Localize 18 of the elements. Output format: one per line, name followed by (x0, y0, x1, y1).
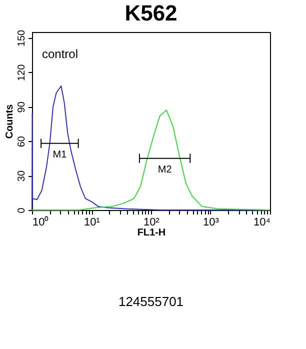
x-tick-label: 10¹ (84, 216, 100, 228)
y-tick-label: 60 (16, 136, 28, 148)
y-tick-label: 0 (16, 207, 28, 214)
x-tick-label: 10⁰ (32, 216, 49, 228)
chart-title: K562 (124, 0, 178, 26)
y-tick-label: 30 (16, 170, 28, 182)
y-tick-label: 120 (16, 64, 28, 82)
y-axis-title: Counts (4, 104, 16, 139)
x-axis-title: FL1-H (137, 228, 166, 238)
text: 124555701 (118, 294, 184, 309)
annotation: M2 (158, 164, 172, 176)
x-tick-label: 10³ (203, 216, 220, 228)
y-tick-label: 150 (16, 29, 28, 47)
x-tick-label: 10² (144, 216, 160, 228)
x-tick-label: 10⁴ (254, 216, 271, 228)
y-tick-label: 90 (16, 101, 28, 113)
annotation: control (42, 47, 78, 61)
annotation: M1 (52, 149, 68, 160)
